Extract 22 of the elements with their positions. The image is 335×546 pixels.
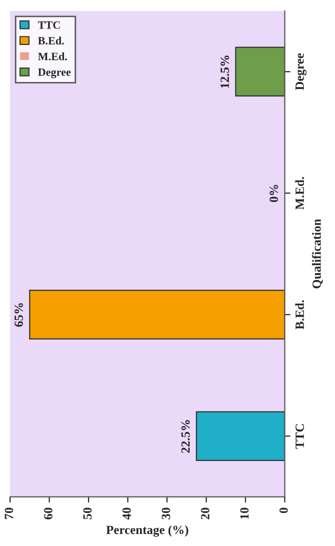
legend-label: M.Ed. — [38, 52, 67, 60]
legend-label: Degree — [38, 68, 71, 78]
x-tick-label: 20 — [200, 508, 210, 520]
y-tick-label: Degree — [296, 53, 307, 90]
x-tick-label: 10 — [240, 508, 249, 519]
x-tick-label: 50 — [83, 508, 92, 520]
x-tick-label: 70 — [4, 508, 14, 520]
legend-label: B.Ed. — [38, 36, 64, 45]
y-axis-title: Qualification — [312, 219, 323, 288]
y-tick-label: TTC — [296, 424, 304, 449]
y-tick-label: B.Ed. — [295, 300, 304, 330]
data-label: 0% — [270, 184, 278, 202]
x-tick-label: 40 — [122, 508, 131, 520]
data-label: 22.5% — [181, 420, 190, 453]
data-label: 12.5% — [220, 56, 230, 88]
data-label: 65% — [14, 303, 24, 327]
legend-label: TTC — [38, 21, 60, 29]
x-tick-label: 0 — [279, 508, 288, 514]
x-axis-title: Percentage (%) — [106, 525, 188, 537]
x-tick-label: 30 — [162, 508, 170, 520]
x-tick-label: 60 — [44, 508, 52, 520]
y-tick-label: M.Ed. — [295, 177, 304, 210]
